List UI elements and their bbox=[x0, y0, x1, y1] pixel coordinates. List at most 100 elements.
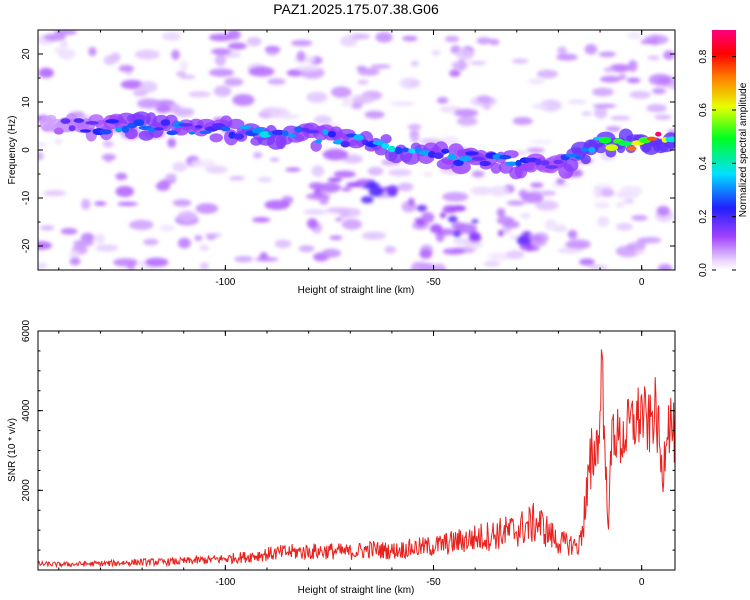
spectrogram-speckle bbox=[199, 244, 210, 251]
spectrogram-speckle bbox=[246, 36, 262, 47]
spectrogram-speckle bbox=[340, 35, 358, 47]
spectrogram-speckle bbox=[506, 200, 526, 206]
spectrogram-speckle bbox=[520, 212, 531, 219]
snr-y-label: SNR (10 * v/v) bbox=[7, 418, 18, 482]
spectrogram-speckle bbox=[341, 187, 352, 192]
spectrogram-speckle bbox=[616, 201, 625, 208]
spectrogram-speckle bbox=[81, 198, 91, 210]
spectrogram-speckle bbox=[511, 58, 529, 64]
snr-y-axis: 2000 4000 6000 bbox=[21, 319, 675, 571]
spectrogram-ridge-core bbox=[271, 129, 286, 136]
spectrogram-speckle bbox=[551, 181, 570, 188]
spectrogram-speckle bbox=[535, 200, 559, 211]
spectrogram-speckle bbox=[361, 231, 386, 240]
spectrogram-x-label: Height of straight line (km) bbox=[298, 285, 415, 296]
spectrogram-ridge-core bbox=[458, 156, 473, 162]
spectrogram-speckle bbox=[557, 247, 583, 254]
colorbar-tick-label: 0.4 bbox=[698, 156, 709, 170]
y-tick-label: 2000 bbox=[21, 479, 32, 502]
spectrogram-speckle bbox=[155, 105, 171, 114]
spectrogram-speckle bbox=[496, 216, 515, 225]
spectrogram-speckle bbox=[438, 228, 456, 236]
y-tick-label: 20 bbox=[21, 48, 32, 60]
colorbar-tick-label: 0.0 bbox=[698, 263, 709, 277]
spectrogram-speckle bbox=[132, 89, 148, 97]
spectrogram-speckle bbox=[167, 138, 177, 148]
spectrogram-speckle bbox=[54, 139, 63, 145]
x-tick-label: -50 bbox=[426, 277, 441, 288]
y-tick-label: 6000 bbox=[21, 319, 32, 342]
spectrogram-speckle bbox=[584, 44, 598, 55]
spectrogram-ridge-core bbox=[540, 160, 550, 166]
spectrogram-ridge-core bbox=[79, 129, 92, 133]
spectrogram-speckle bbox=[528, 78, 545, 85]
spectrogram-speckle bbox=[213, 85, 232, 97]
spectrogram-speckle bbox=[313, 115, 332, 125]
spectrogram-speckle bbox=[636, 237, 648, 246]
spectrogram-speckle bbox=[341, 97, 353, 107]
spectrogram-speckle bbox=[95, 244, 119, 252]
spectrogram-speckle bbox=[351, 103, 363, 110]
spectrogram-speckle bbox=[139, 81, 158, 93]
spectrogram-speckle bbox=[634, 249, 645, 255]
spectrogram-speckle bbox=[592, 104, 617, 108]
spectrogram-speckle bbox=[254, 257, 279, 262]
spectrogram-speckle bbox=[308, 182, 325, 190]
spectrogram-speckle bbox=[530, 182, 544, 188]
spectrogram-speckle bbox=[285, 167, 301, 172]
spectrogram-speckle bbox=[628, 60, 638, 72]
spectrogram-y-axis: -20 -10 0 10 20 bbox=[21, 29, 675, 271]
spectrogram-speckle bbox=[177, 210, 197, 223]
spectrogram-speckle bbox=[600, 75, 621, 83]
spectrogram-speckle bbox=[171, 49, 181, 60]
spectrogram-speckle bbox=[557, 46, 567, 55]
spectrogram-speckle bbox=[179, 60, 189, 72]
spectrogram-speckle bbox=[594, 201, 610, 209]
spectrogram-speckle bbox=[407, 81, 421, 87]
spectrogram-speckle bbox=[312, 191, 325, 198]
spectrogram-ridge-core bbox=[148, 127, 157, 133]
x-tick-label: 0 bbox=[639, 277, 645, 288]
spectrogram-speckle bbox=[60, 228, 78, 235]
spectrogram-speckle bbox=[452, 229, 462, 238]
y-tick-label: 4000 bbox=[21, 399, 32, 422]
spectrogram-ridge-core bbox=[655, 131, 662, 137]
spectrogram-ridge-halo bbox=[563, 158, 579, 172]
spectrogram-ridge-core bbox=[479, 160, 491, 167]
spectrogram-speckle bbox=[161, 32, 182, 41]
spectrogram-speckle bbox=[229, 175, 245, 181]
spectrogram-speckle bbox=[529, 139, 553, 144]
spectrogram-speckle bbox=[274, 239, 292, 249]
spectrogram-speckle bbox=[69, 250, 80, 258]
spectrogram-speckle bbox=[496, 207, 506, 218]
spectrogram-ridge-core bbox=[133, 119, 145, 126]
snr-plot-area bbox=[38, 331, 675, 570]
spectrogram-ridge-core bbox=[60, 118, 71, 124]
spectrogram-speckle bbox=[423, 171, 434, 177]
spectrogram-ridge-core bbox=[353, 134, 364, 141]
x-tick-label: -100 bbox=[215, 577, 235, 588]
spectrogram-speckle bbox=[471, 219, 479, 224]
spectrogram-speckle bbox=[188, 91, 211, 98]
spectrogram-ridge-core bbox=[327, 131, 336, 138]
colorbar-tick-label: 0.2 bbox=[698, 209, 709, 223]
spectrogram-ridge-core bbox=[447, 153, 456, 160]
spectrogram-speckle bbox=[532, 103, 549, 110]
spectrogram-speckle bbox=[322, 148, 349, 161]
spectrogram-speckle bbox=[43, 190, 67, 197]
spectrogram-ridge-layer bbox=[40, 111, 675, 180]
spectrogram-speckle bbox=[104, 153, 113, 163]
spectrogram-speckle bbox=[488, 252, 512, 260]
spectrogram-ridge-core bbox=[121, 125, 130, 133]
colorbar: 0.0 0.2 0.4 0.6 0.8 Normalized spectral ampl… bbox=[698, 30, 749, 277]
spectrogram-speckle bbox=[102, 140, 114, 148]
spectrogram-speckle bbox=[482, 104, 491, 110]
spectrogram-speckle bbox=[53, 47, 67, 53]
spectrogram-speckle bbox=[593, 186, 602, 199]
spectrogram-speckle bbox=[172, 162, 188, 172]
spectrogram-speckle bbox=[442, 248, 465, 255]
spectrogram-ridge-core bbox=[408, 148, 416, 154]
y-tick-label: -20 bbox=[21, 238, 32, 253]
